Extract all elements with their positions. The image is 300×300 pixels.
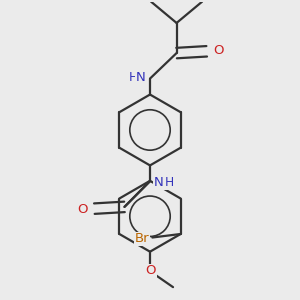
Text: H: H [129, 71, 138, 84]
Text: O: O [214, 44, 224, 57]
Text: N: N [154, 176, 164, 189]
Text: Br: Br [135, 232, 149, 245]
Text: N: N [135, 71, 145, 84]
Text: O: O [78, 203, 88, 216]
Text: H: H [165, 176, 174, 189]
Text: O: O [146, 264, 156, 278]
